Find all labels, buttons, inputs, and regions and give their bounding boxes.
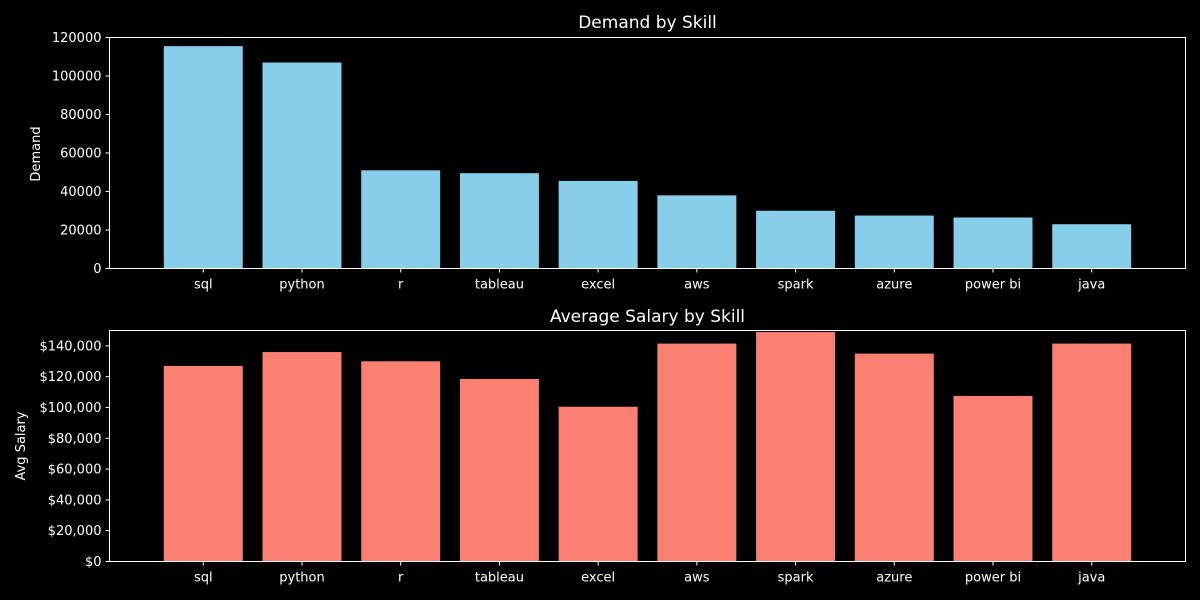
- salary-bar-java: [1052, 343, 1132, 562]
- salary-y-tick-label: $140,000: [39, 339, 101, 354]
- salary-x-tick-label: r: [398, 571, 404, 586]
- salary-x-tick-label: python: [279, 571, 324, 586]
- demand-chart: Demand by Skill Demand 0 20000 40000 60000 8…: [29, 13, 1186, 293]
- demand-y-axis-label: Demand: [29, 126, 44, 181]
- salary-chart: Average Salary by Skill Avg Salary $0 $20…: [14, 307, 1186, 586]
- demand-x-tick-label: azure: [876, 278, 912, 293]
- demand-y-ticks: 0 20000 40000 60000 80000 100000 120000: [52, 31, 110, 277]
- salary-y-tick-label: $120,000: [39, 370, 101, 385]
- salary-bar-python: [262, 352, 342, 562]
- demand-plot-frame: [109, 37, 1186, 269]
- demand-y-tick-label: 100000: [52, 70, 102, 85]
- demand-bar-azure: [854, 215, 934, 269]
- demand-y-tick-label: 0: [93, 262, 101, 277]
- salary-y-ticks: $0 $20,000 $40,000 $60,000 $80,000 $100,000 $1…: [39, 339, 110, 570]
- demand-x-tick-label: excel: [581, 278, 615, 293]
- demand-bar-python: [262, 62, 342, 269]
- salary-x-tick-label: excel: [581, 571, 615, 586]
- salary-y-tick-label: $0: [85, 555, 102, 570]
- salary-x-tick-label: tableau: [475, 571, 524, 586]
- salary-bar-power-bi: [953, 395, 1033, 562]
- salary-x-tick-label: sql: [194, 571, 213, 586]
- demand-y-tick-label: 80000: [60, 108, 101, 123]
- demand-bar-r: [361, 170, 441, 269]
- demand-bar-spark: [756, 210, 836, 269]
- demand-x-tick-label: power bi: [965, 278, 1021, 293]
- demand-y-tick-label: 60000: [60, 147, 101, 162]
- demand-bar-sql: [163, 46, 243, 269]
- demand-bar-tableau: [459, 173, 539, 269]
- demand-x-tick-label: spark: [778, 278, 814, 293]
- salary-x-tick-label: power bi: [965, 571, 1021, 586]
- salary-x-tick-label: spark: [778, 571, 814, 586]
- salary-x-ticks: sql python r tableau excel aws spark azure power…: [194, 561, 1105, 586]
- demand-x-tick-label: python: [279, 278, 324, 293]
- demand-x-ticks: sql python r tableau excel aws spark azure power…: [194, 268, 1105, 293]
- demand-x-tick-label: aws: [684, 278, 710, 293]
- salary-bar-aws: [657, 343, 737, 562]
- salary-chart-title: Average Salary by Skill: [550, 307, 745, 327]
- demand-x-tick-label: tableau: [475, 278, 524, 293]
- salary-bar-tableau: [459, 379, 539, 562]
- demand-bar-power-bi: [953, 217, 1033, 269]
- salary-y-axis-label: Avg Salary: [14, 411, 29, 480]
- demand-y-tick-label: 20000: [60, 224, 101, 239]
- demand-chart-title: Demand by Skill: [578, 13, 717, 33]
- demand-y-tick-label: 120000: [52, 31, 102, 46]
- demand-bar-aws: [657, 195, 737, 269]
- salary-x-tick-label: java: [1077, 571, 1105, 586]
- salary-y-tick-label: $60,000: [48, 463, 102, 478]
- salary-y-tick-label: $100,000: [39, 401, 101, 416]
- demand-bars: [163, 46, 1132, 269]
- salary-bar-r: [361, 361, 441, 562]
- demand-x-tick-label: sql: [194, 278, 213, 293]
- salary-y-tick-label: $40,000: [48, 493, 102, 508]
- demand-x-tick-label: java: [1077, 278, 1105, 293]
- demand-bar-excel: [558, 180, 638, 269]
- salary-y-tick-label: $20,000: [48, 524, 102, 539]
- demand-x-tick-label: r: [398, 278, 404, 293]
- salary-y-tick-label: $80,000: [48, 432, 102, 447]
- salary-bar-azure: [854, 353, 934, 562]
- salary-bars: [163, 332, 1132, 562]
- demand-bar-java: [1052, 224, 1132, 269]
- salary-bar-spark: [756, 332, 836, 562]
- salary-x-tick-label: azure: [876, 571, 912, 586]
- salary-plot-frame: [109, 330, 1186, 562]
- salary-bar-excel: [558, 406, 638, 562]
- demand-y-tick-label: 40000: [60, 185, 101, 200]
- salary-bar-sql: [163, 365, 243, 562]
- salary-x-tick-label: aws: [684, 571, 710, 586]
